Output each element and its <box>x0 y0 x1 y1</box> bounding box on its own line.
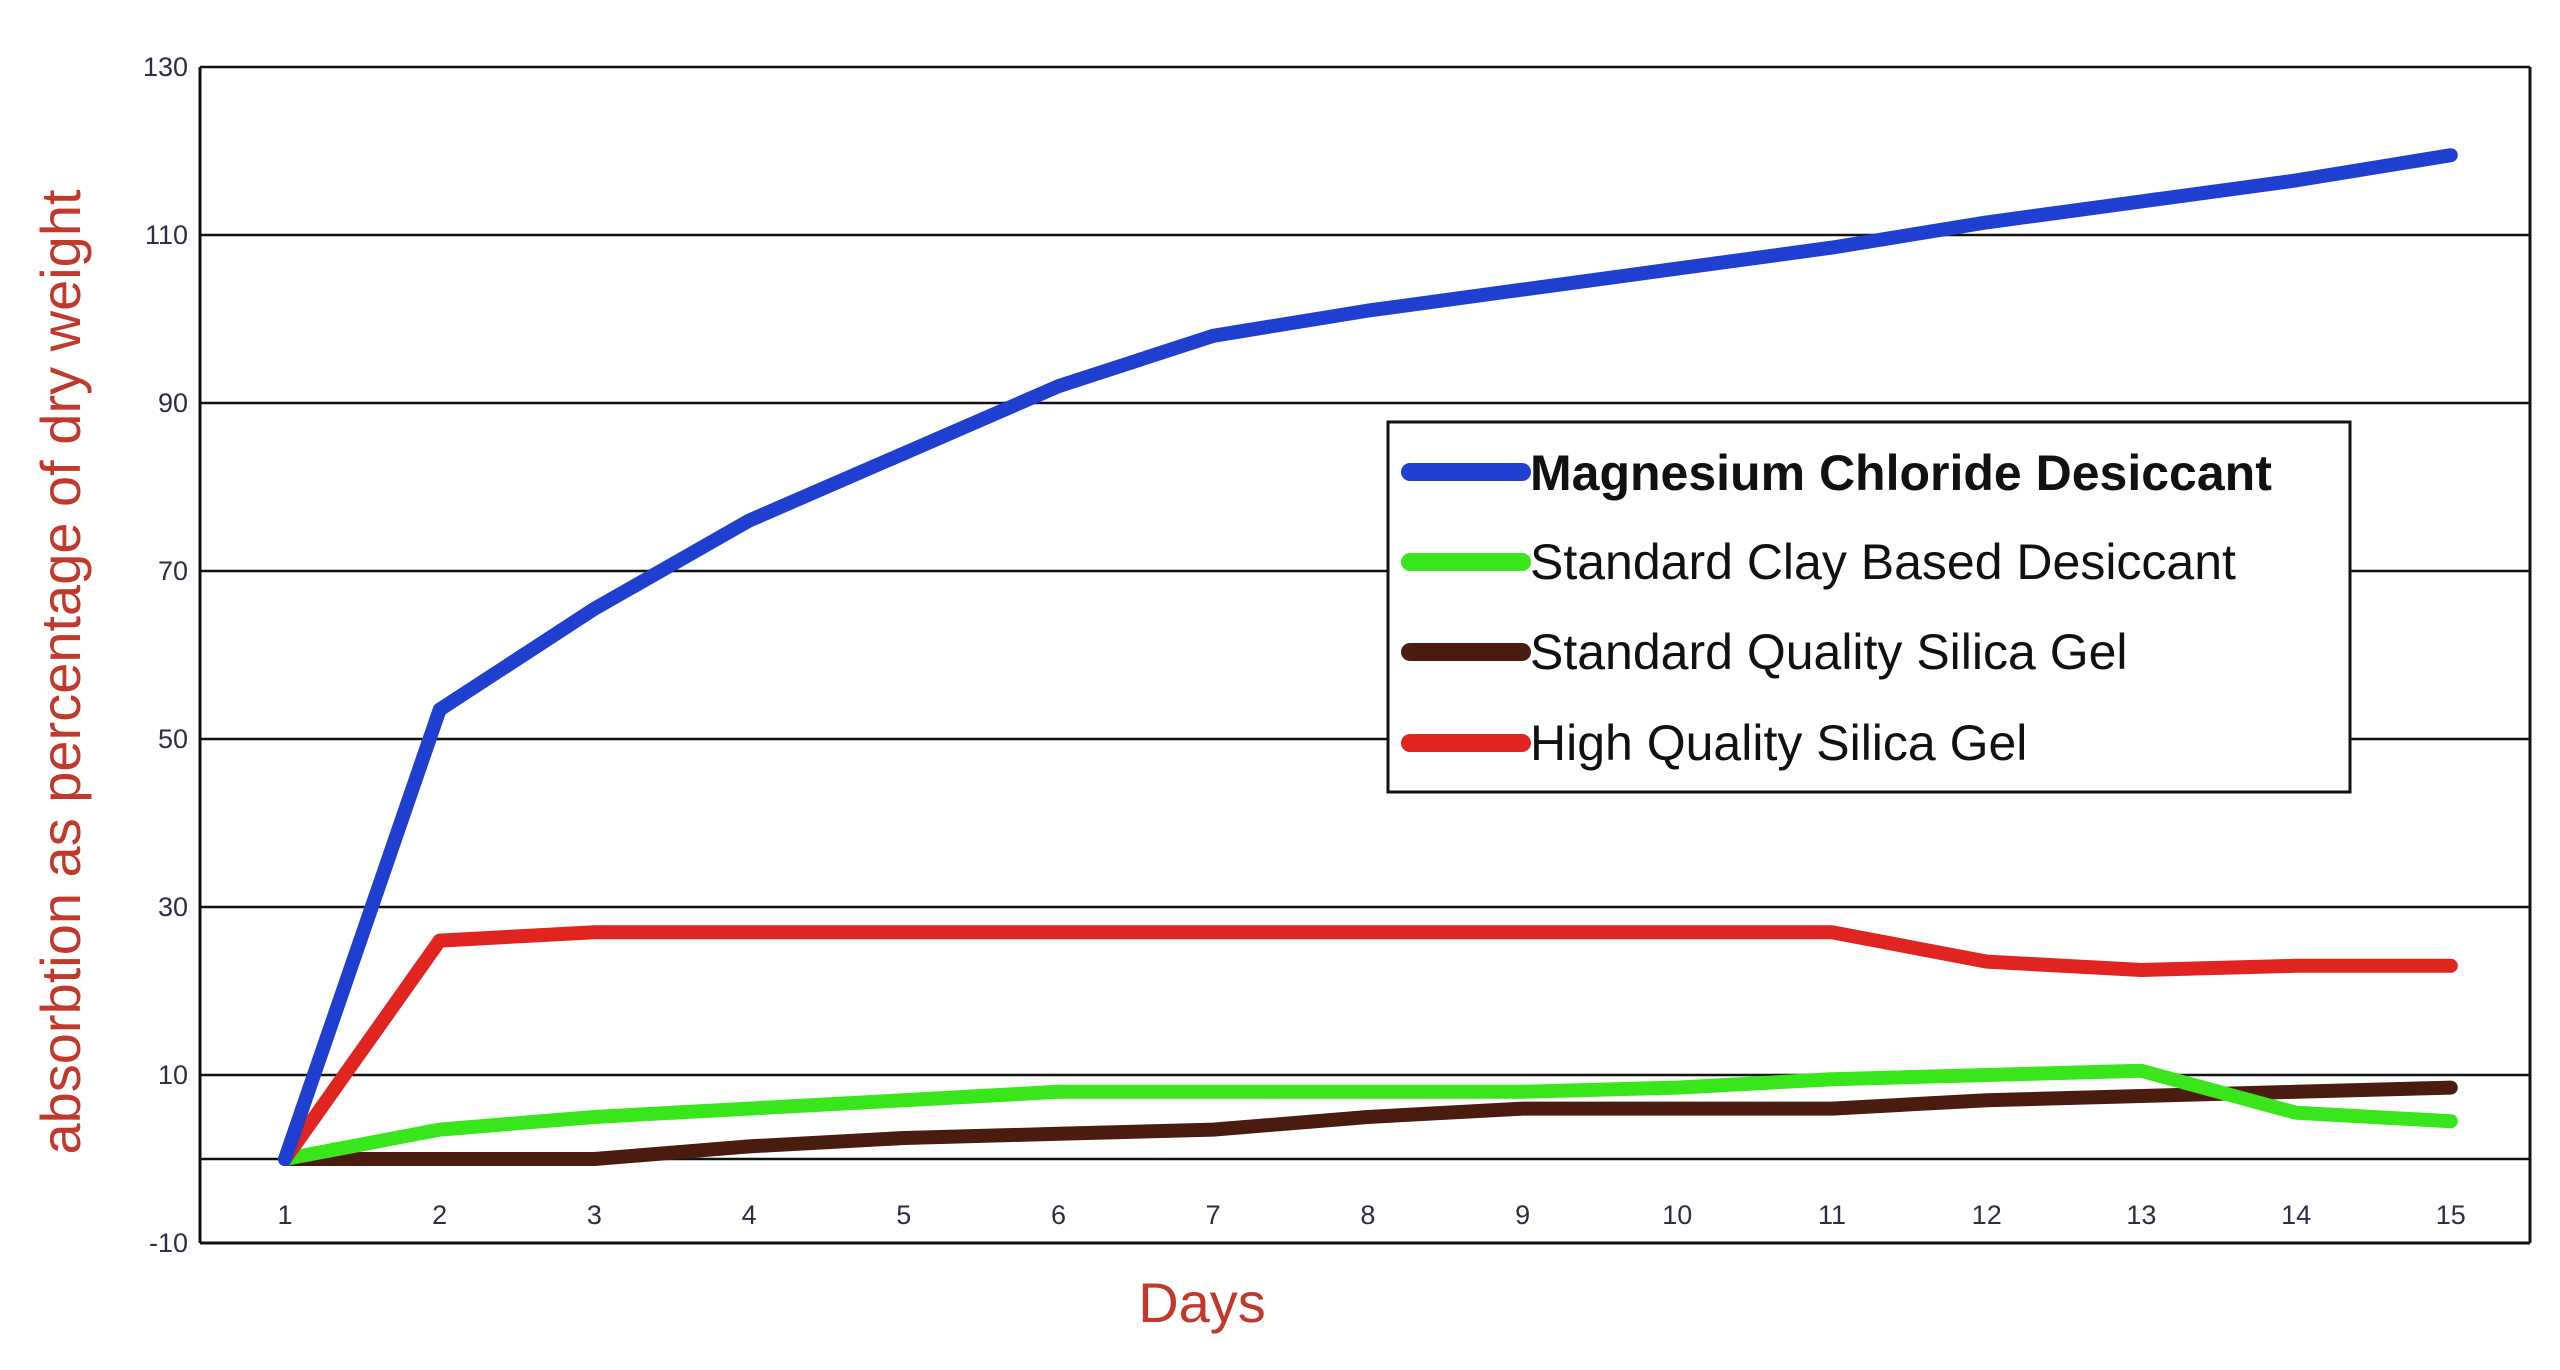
y-tick-label: 30 <box>158 892 188 922</box>
series-lines <box>278 148 2458 1166</box>
grid-lines <box>200 65 2530 1161</box>
x-tick-label: 6 <box>1051 1200 1066 1230</box>
series-line-2 <box>278 1080 2458 1166</box>
x-tick-label: 13 <box>2126 1200 2156 1230</box>
y-tick-label: 130 <box>143 52 188 82</box>
x-tick-label: 4 <box>742 1200 757 1230</box>
y-tick-label: 90 <box>158 388 188 418</box>
x-tick-label: 3 <box>587 1200 602 1230</box>
legend-label-standard-silica: Standard Quality Silica Gel <box>1530 624 2128 680</box>
y-tick-label: 50 <box>158 724 188 754</box>
x-axis-title: Days <box>1138 1271 1266 1334</box>
x-tick-label: 8 <box>1360 1200 1375 1230</box>
y-axis-title: absorbtion as percentage of dry weight <box>29 189 92 1154</box>
legend-label-clay: Standard Clay Based Desiccant <box>1530 534 2236 590</box>
x-tick-label: 2 <box>432 1200 447 1230</box>
y-tick-label: 10 <box>158 1060 188 1090</box>
legend-box <box>1386 420 2352 794</box>
legend-item-standard-silica: Standard Quality Silica Gel <box>1401 624 2128 680</box>
legend-item-magnesium: Magnesium Chloride Desiccant <box>1401 445 2272 501</box>
x-tick-label: 5 <box>896 1200 911 1230</box>
x-tick-label: 7 <box>1206 1200 1221 1230</box>
legend: Magnesium Chloride Desiccant Standard Cl… <box>1386 420 2352 794</box>
x-tick-label: 14 <box>2281 1200 2311 1230</box>
series-line-1 <box>278 1063 2458 1166</box>
series-line-3 <box>278 925 2458 1166</box>
y-tick-label: -10 <box>149 1228 188 1258</box>
x-tick-label: 11 <box>1818 1200 1846 1230</box>
legend-label-magnesium: Magnesium Chloride Desiccant <box>1530 445 2272 501</box>
legend-label-high-silica: High Quality Silica Gel <box>1530 715 2027 771</box>
axes <box>198 67 2532 1245</box>
x-tick-label: 10 <box>1662 1200 1692 1230</box>
y-tick-label: 70 <box>158 556 188 586</box>
x-tick-label: 1 <box>277 1200 292 1230</box>
series-line-0 <box>278 148 2458 1166</box>
y-tick-label: 110 <box>145 220 188 250</box>
x-tick-label: 15 <box>2436 1200 2466 1230</box>
legend-item-high-silica: High Quality Silica Gel <box>1401 715 2027 771</box>
x-tick-label: 9 <box>1515 1200 1530 1230</box>
x-tick-label: 12 <box>1972 1200 2002 1230</box>
legend-item-clay: Standard Clay Based Desiccant <box>1401 534 2236 590</box>
